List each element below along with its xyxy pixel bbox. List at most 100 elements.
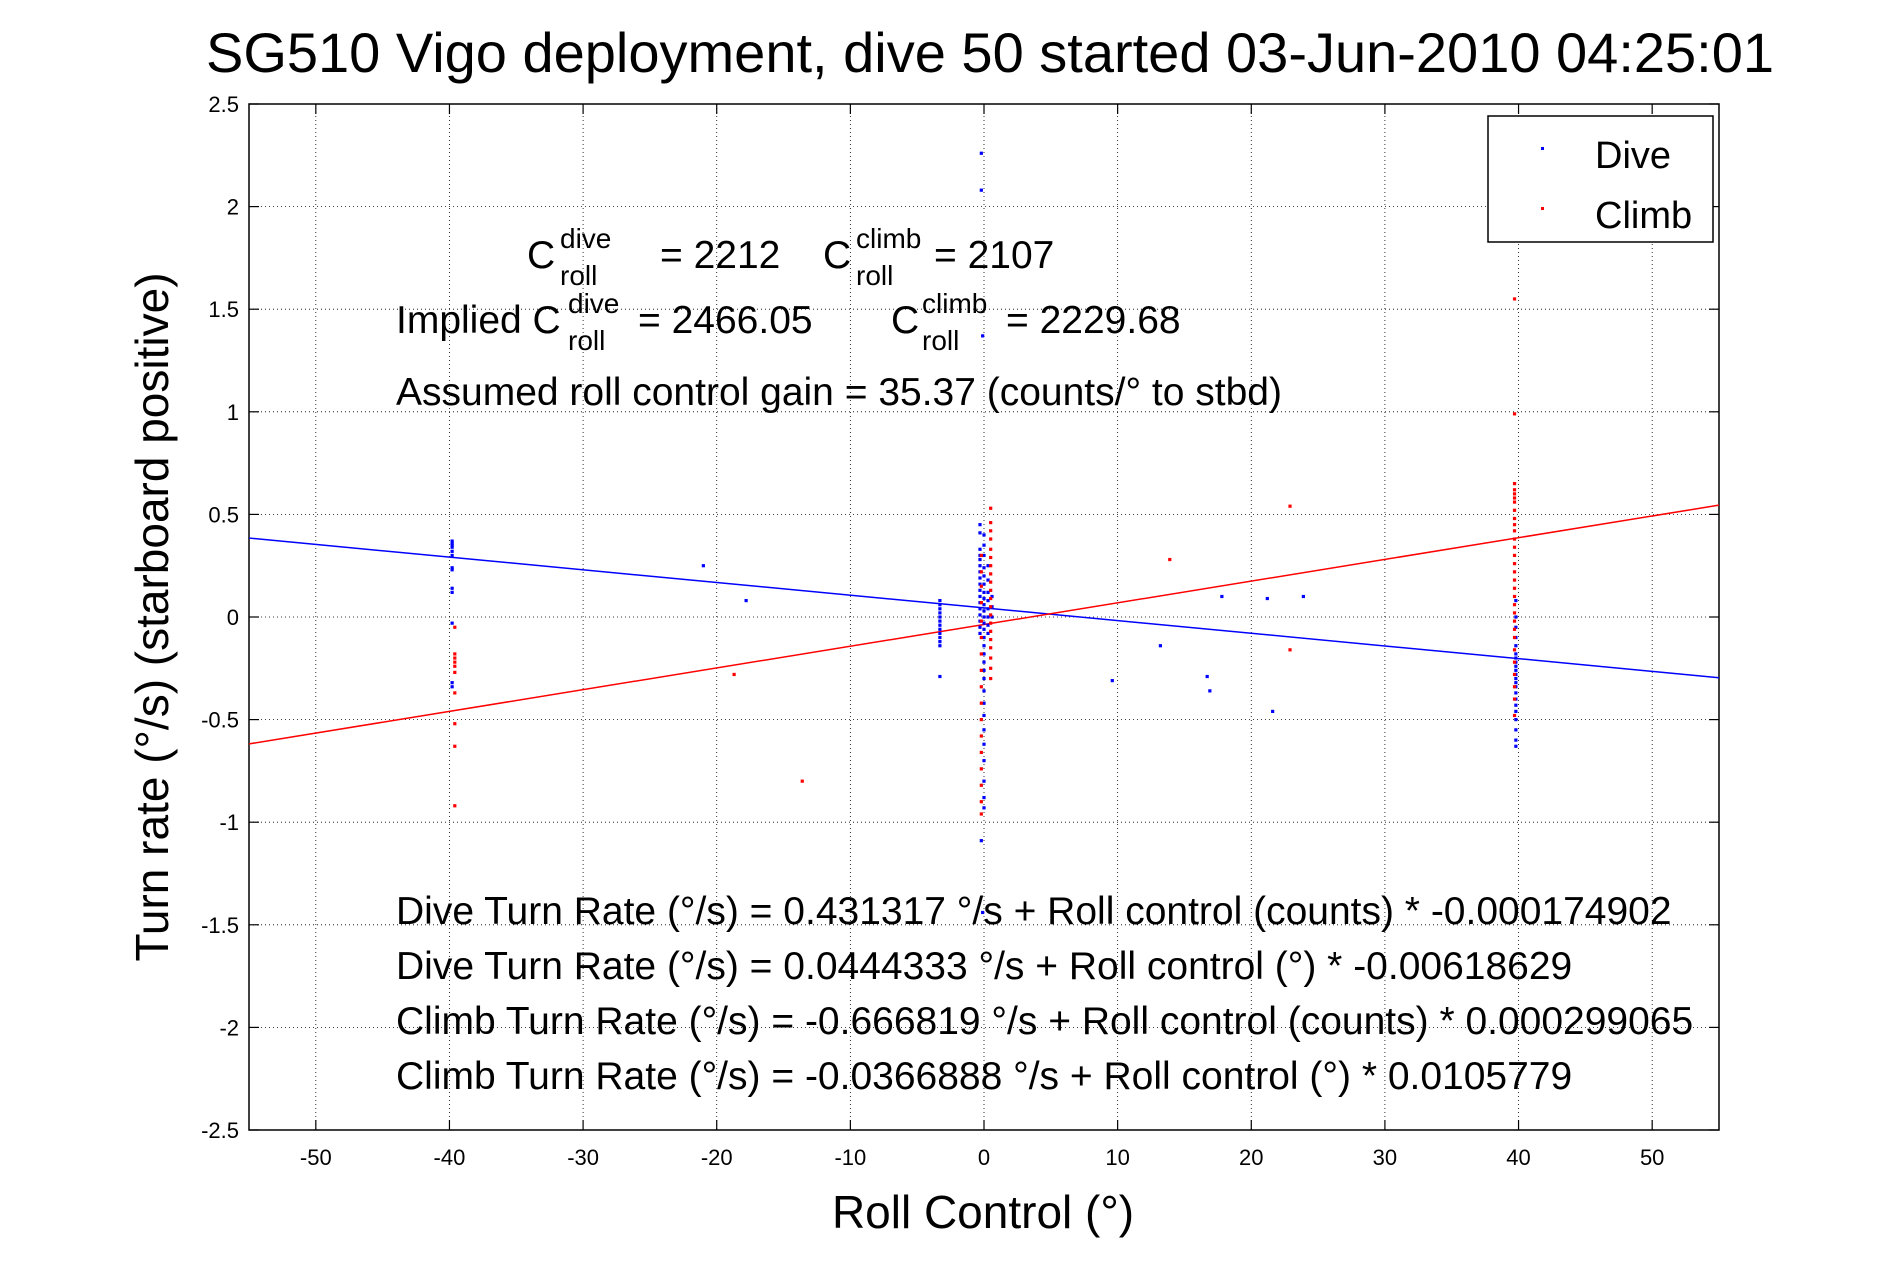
equation-climb-degrees: Climb Turn Rate (°/s) = -0.0366888 °/s +… — [396, 1055, 1572, 1098]
implied-dive-label: Implied C — [396, 299, 561, 342]
dive-point — [982, 609, 986, 613]
dive-point — [1514, 681, 1518, 685]
climb-point — [1168, 557, 1172, 562]
dive-point — [938, 631, 942, 636]
dive-point — [701, 564, 705, 568]
climb-point — [979, 601, 983, 605]
x-tick-label: -10 — [834, 1145, 866, 1170]
dive-point — [938, 674, 942, 679]
dive-point — [450, 621, 454, 625]
dive-point — [938, 607, 942, 611]
dive-point — [978, 607, 982, 611]
climb-point — [989, 621, 993, 625]
c-roll-dive-sub: roll — [560, 260, 597, 291]
climb-point — [979, 718, 983, 722]
climb-point — [989, 613, 993, 617]
legend-box — [1487, 115, 1714, 243]
climb-point — [1512, 412, 1517, 416]
dive-point — [982, 759, 986, 763]
c-roll-climb-sub: roll — [856, 260, 893, 291]
x-tick-label: -30 — [567, 1145, 599, 1170]
climb-point — [1512, 488, 1517, 492]
climb-point — [989, 547, 993, 551]
climb-point — [979, 685, 983, 689]
climb-point — [1512, 603, 1517, 607]
dive-point — [978, 576, 982, 580]
dive-point — [450, 549, 454, 553]
dive-point — [982, 621, 986, 625]
climb-point — [1512, 672, 1517, 677]
climb-point — [989, 605, 993, 609]
dive-point — [938, 644, 942, 648]
dive-point — [986, 607, 990, 611]
climb-point — [989, 529, 993, 533]
dive-point — [986, 615, 990, 619]
dive-point — [982, 713, 986, 718]
dive-point — [1514, 615, 1518, 619]
climb-point — [453, 656, 457, 660]
climb-point — [979, 734, 983, 738]
dive-point — [938, 611, 942, 615]
implied-dive-sup: dive — [568, 288, 619, 319]
dive-point — [981, 334, 985, 338]
climb-point — [1512, 713, 1517, 718]
x-tick-label: 30 — [1373, 1145, 1397, 1170]
dive-point — [1110, 679, 1114, 683]
dive-point — [938, 623, 942, 627]
x-tick-label: 50 — [1640, 1145, 1664, 1170]
climb-point — [1512, 627, 1517, 631]
climb-point — [979, 668, 983, 672]
fit-line-dive — [248, 537, 1720, 679]
dive-point — [744, 598, 748, 603]
y-tick-label: 2.5 — [208, 92, 239, 117]
climb-point — [989, 564, 993, 568]
dive-point — [1220, 594, 1224, 599]
climb-point — [1512, 578, 1517, 582]
implied-dive-sub: roll — [568, 325, 605, 356]
dive-point — [1514, 703, 1518, 707]
dive-point — [1514, 718, 1518, 722]
dive-point — [978, 613, 982, 617]
dive-point — [1158, 644, 1162, 648]
implied-climb-sup: climb — [922, 288, 987, 319]
climb-point — [979, 767, 983, 771]
dive-point — [450, 568, 454, 572]
climb-point — [979, 701, 983, 705]
dive-point — [1514, 644, 1518, 648]
dive-point — [1514, 652, 1518, 656]
dive-point — [938, 627, 942, 631]
c-roll-dive-label: C — [527, 234, 555, 277]
climb-point — [989, 656, 993, 660]
dive-point — [1514, 676, 1518, 681]
dive-point — [986, 590, 990, 594]
dive-point — [1514, 664, 1518, 668]
dive-point — [982, 728, 986, 732]
annotation-block-bottom: Dive Turn Rate (°/s) = 0.431317 °/s + Ro… — [396, 890, 1693, 1098]
dive-point — [450, 543, 454, 547]
x-axis-label: Roll Control (°) — [832, 1186, 1134, 1238]
y-tick-label: 1 — [227, 400, 239, 425]
climb-point — [979, 584, 983, 588]
climb-point — [453, 660, 457, 664]
dive-point — [982, 582, 986, 586]
climb-point — [1288, 648, 1292, 652]
dive-point — [986, 623, 990, 627]
climb-point — [1512, 529, 1517, 533]
c-roll-climb-value: = 2107 — [934, 234, 1054, 277]
dive-point — [1514, 598, 1518, 603]
climb-point — [1512, 660, 1517, 664]
climb-point — [453, 664, 457, 668]
grid — [249, 103, 1719, 1131]
climb-point — [1512, 545, 1517, 549]
dive-point — [978, 588, 982, 592]
gain-annotation: Assumed roll control gain = 35.37 (count… — [396, 371, 1282, 414]
climb-point — [989, 676, 993, 681]
dive-point — [982, 574, 986, 578]
c-roll-dive-sup: dive — [560, 223, 611, 254]
dive-point — [979, 151, 983, 155]
climb-point — [1512, 516, 1517, 521]
dive-point — [1514, 656, 1518, 660]
climb-point — [453, 652, 457, 656]
climb-point — [1512, 537, 1517, 541]
